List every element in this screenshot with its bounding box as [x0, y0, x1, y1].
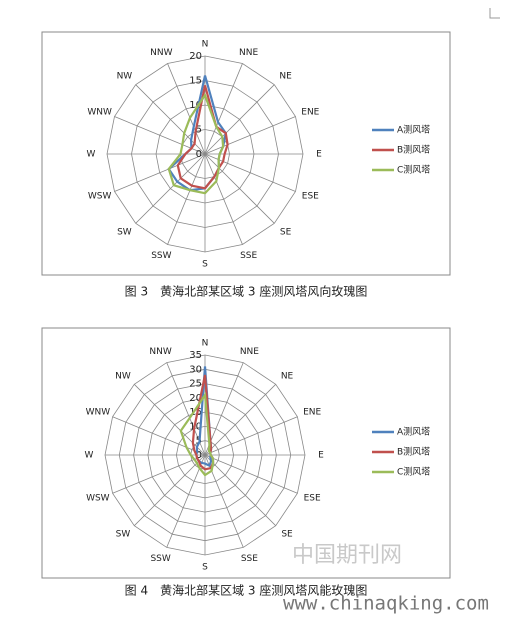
direction-label: S — [202, 563, 208, 573]
legend-label: B测风塔 — [397, 144, 430, 156]
watermark: 中国期刊网 — [292, 543, 402, 568]
r-tick-label: 0 — [196, 450, 202, 461]
chart: NNNENEENEEESESESSESSSWSWWSWWWNWNWNNW0510… — [41, 327, 451, 598]
direction-label: WSW — [86, 493, 110, 503]
direction-label: NNW — [149, 347, 171, 357]
direction-label: ENE — [301, 107, 319, 117]
direction-label: E — [316, 150, 322, 160]
direction-label: NNE — [240, 347, 259, 357]
r-tick-label: 35 — [189, 350, 202, 361]
direction-label: WNW — [87, 107, 112, 117]
spoke — [204, 454, 276, 526]
grid-ring — [104, 354, 306, 556]
r-tick-label: 10 — [189, 100, 202, 111]
direction-label: SE — [280, 227, 292, 237]
direction-label: WSW — [88, 192, 112, 202]
r-tick-label: 15 — [189, 407, 202, 418]
watermark-url: www.chinaqking.com — [283, 593, 489, 615]
direction-label: NNW — [150, 48, 172, 58]
direction-label: N — [202, 40, 209, 50]
r-tick-label: 30 — [189, 364, 202, 375]
direction-label: ESE — [302, 192, 319, 202]
direction-label: NW — [115, 371, 131, 381]
grid-ring — [106, 55, 304, 253]
spoke — [204, 384, 276, 456]
legend-label: C测风塔 — [397, 164, 430, 176]
series-line — [176, 85, 229, 190]
direction-label: N — [202, 339, 209, 349]
grid-ring — [161, 411, 249, 499]
direction-label: NW — [117, 72, 133, 82]
grid-ring — [155, 104, 255, 204]
direction-label: WNW — [86, 408, 111, 418]
direction-label: ENE — [303, 408, 321, 418]
spoke — [112, 416, 206, 456]
direction-label: NE — [279, 72, 292, 82]
direction-label: W — [87, 150, 96, 160]
legend-label: C测风塔 — [397, 466, 430, 478]
series-line — [167, 92, 225, 195]
spoke — [166, 454, 206, 548]
direction-label: NE — [281, 371, 294, 381]
r-tick-label: 20 — [189, 51, 202, 62]
direction-label: ESE — [304, 493, 321, 503]
series-line — [179, 391, 215, 477]
spoke — [112, 454, 206, 494]
direction-label: SSE — [240, 251, 257, 261]
direction-label: SE — [281, 530, 293, 540]
direction-label: SSE — [241, 554, 258, 564]
r-tick-label: 10 — [189, 421, 202, 432]
grid-ring — [180, 129, 230, 179]
legend-label: B测风塔 — [397, 446, 430, 458]
spoke — [134, 454, 206, 526]
direction-label: E — [318, 451, 324, 461]
caption: 图 3 黄海北部某区域 3 座测风塔风向玫瑰图 — [125, 284, 368, 299]
r-tick-label: 0 — [196, 149, 202, 160]
grid-ring — [133, 383, 277, 527]
r-tick-label: 15 — [189, 76, 202, 87]
chart: N NNE NE ENE E ESE SE SSE S SSW SW WSW W WNW NW NNW 0 5 10… — [41, 31, 451, 299]
direction-label: NNE — [239, 48, 258, 58]
legend-label: A测风塔 — [397, 124, 430, 136]
chart-frame — [41, 31, 451, 276]
direction-label: SW — [117, 227, 132, 237]
legend-label: A测风塔 — [397, 426, 430, 438]
direction-label: SSW — [150, 554, 170, 564]
direction-label: W — [85, 451, 94, 461]
corner-mark — [489, 8, 500, 19]
spoke — [204, 454, 298, 494]
r-tick-label: 20 — [189, 393, 202, 404]
grid-ring — [175, 425, 235, 485]
direction-label: SSW — [151, 251, 171, 261]
grid-ring — [131, 80, 279, 228]
direction-label: SW — [116, 530, 131, 540]
grid-ring — [118, 368, 292, 542]
grid-ring — [147, 397, 263, 513]
spoke — [204, 416, 298, 456]
r-tick-label: 25 — [189, 379, 202, 390]
direction-label: S — [202, 260, 208, 270]
caption: 图 4 黄海北部某区域 3 座测风塔风能玫瑰图 — [125, 583, 368, 598]
r-tick-label: 5 — [196, 125, 202, 136]
